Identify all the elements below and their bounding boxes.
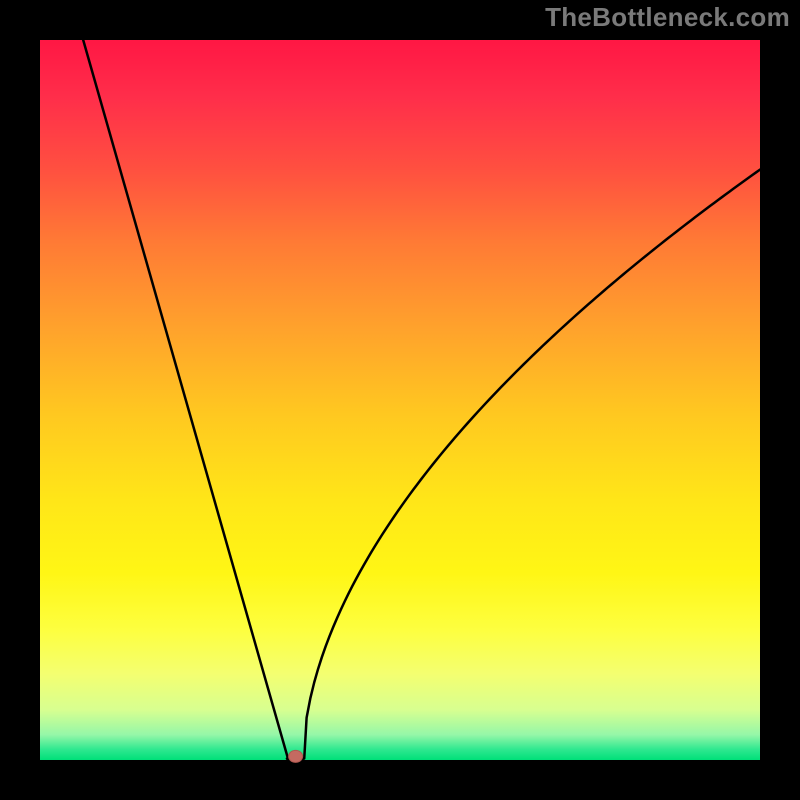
chart-container: TheBottleneck.com — [0, 0, 800, 800]
watermark-text: TheBottleneck.com — [545, 2, 790, 33]
plot-background — [40, 40, 760, 760]
chart-svg — [0, 0, 800, 800]
trough-marker — [289, 750, 303, 762]
